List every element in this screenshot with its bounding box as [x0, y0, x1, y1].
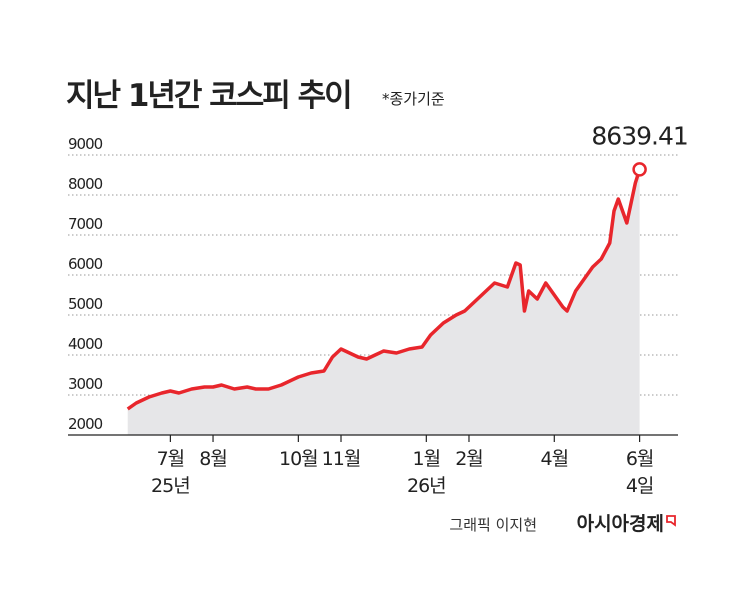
credit: 그래픽 이지현: [449, 516, 537, 534]
x-sublabel: 26년: [407, 475, 446, 497]
y-tick-label: 5000: [68, 295, 103, 313]
area: [127, 169, 640, 436]
x-tick-label: 1월: [413, 448, 441, 470]
y-tick-label: 7000: [68, 215, 103, 233]
x-tick-label: 8월: [199, 448, 227, 470]
end-marker: [632, 162, 647, 177]
x-tick-label: 2월: [455, 448, 483, 470]
x-tick-label: 6월: [626, 448, 654, 470]
y-tick-label: 6000: [68, 255, 103, 273]
y-tick-label: 9000: [68, 135, 103, 153]
y-tick-label: 2000: [68, 415, 103, 433]
y-tick-label: 4000: [68, 335, 103, 353]
line: [126, 168, 642, 411]
x-tick-label: 10월: [279, 448, 318, 470]
chart-title: 지난 1년간 코스피 추이: [66, 78, 351, 114]
y-tick-label: 3000: [68, 375, 103, 393]
x-tick-label: 11월: [322, 448, 361, 470]
value-label: 8639.41: [591, 121, 687, 150]
chart-subtitle: *종가기준: [382, 90, 445, 108]
x-tick-label: 4월: [541, 448, 569, 470]
x-sublabel: 4일: [626, 475, 654, 497]
x-sublabel: 25년: [151, 475, 190, 497]
source: 아시아경제: [577, 513, 664, 535]
y-tick-label: 8000: [68, 175, 103, 193]
source-icon: [666, 515, 676, 527]
plot: 2000 3000 4000 5000 6000 7000 8000 9000 8639.41 7…: [68, 121, 689, 497]
x-tick-label: 7월: [157, 448, 185, 470]
